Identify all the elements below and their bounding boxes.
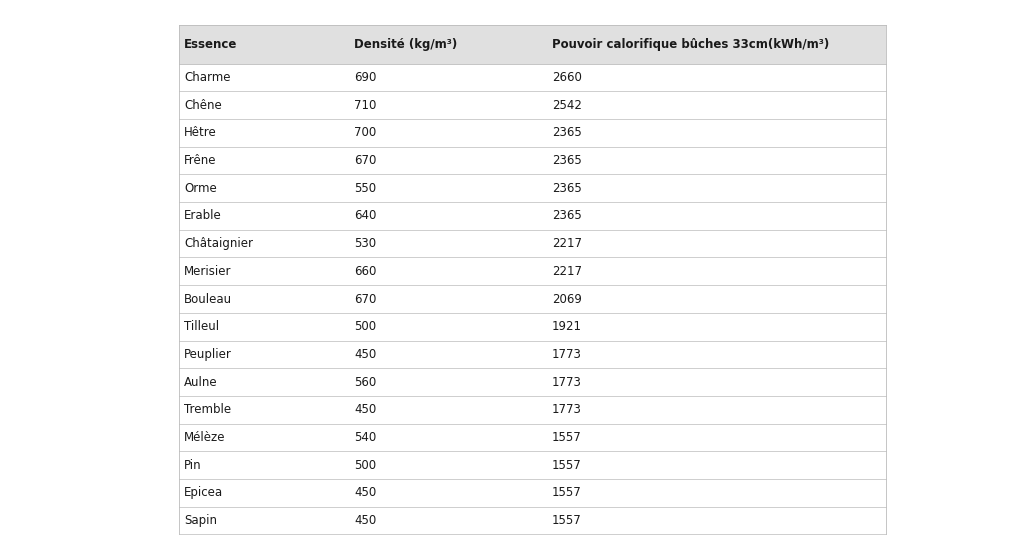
Text: Essence: Essence bbox=[184, 37, 238, 51]
Text: 560: 560 bbox=[354, 376, 376, 388]
Text: 2069: 2069 bbox=[552, 293, 582, 305]
Text: Orme: Orme bbox=[184, 182, 217, 195]
Text: 1557: 1557 bbox=[552, 487, 582, 499]
Bar bbox=[179, 285, 886, 313]
Text: 660: 660 bbox=[354, 265, 376, 278]
Text: 540: 540 bbox=[354, 431, 376, 444]
Text: Chêne: Chêne bbox=[184, 99, 222, 112]
Text: 2365: 2365 bbox=[552, 209, 582, 223]
Text: 2217: 2217 bbox=[552, 237, 582, 250]
Text: Charme: Charme bbox=[184, 71, 230, 84]
Text: 1921: 1921 bbox=[552, 320, 582, 333]
Text: 450: 450 bbox=[354, 514, 376, 527]
Text: Sapin: Sapin bbox=[184, 514, 217, 527]
Text: 1773: 1773 bbox=[552, 376, 582, 388]
Bar bbox=[179, 63, 886, 91]
Bar bbox=[179, 202, 886, 230]
Text: 2660: 2660 bbox=[552, 71, 582, 84]
Text: 530: 530 bbox=[354, 237, 376, 250]
Text: 690: 690 bbox=[354, 71, 376, 84]
Bar bbox=[179, 91, 886, 119]
Text: Bouleau: Bouleau bbox=[184, 293, 232, 305]
Text: Erable: Erable bbox=[184, 209, 222, 223]
Bar bbox=[179, 257, 886, 285]
Bar bbox=[179, 313, 886, 341]
Text: Frêne: Frêne bbox=[184, 154, 217, 167]
Text: 1557: 1557 bbox=[552, 514, 582, 527]
Text: 500: 500 bbox=[354, 459, 376, 472]
Text: 1773: 1773 bbox=[552, 403, 582, 417]
Text: Peuplier: Peuplier bbox=[184, 348, 232, 361]
Text: 450: 450 bbox=[354, 403, 376, 417]
Bar bbox=[179, 396, 886, 424]
Text: Châtaignier: Châtaignier bbox=[184, 237, 253, 250]
Bar bbox=[179, 424, 886, 451]
Bar bbox=[179, 368, 886, 396]
Bar bbox=[179, 174, 886, 202]
Bar bbox=[179, 341, 886, 368]
Text: Epicea: Epicea bbox=[184, 487, 223, 499]
Text: Merisier: Merisier bbox=[184, 265, 231, 278]
Text: 2365: 2365 bbox=[552, 182, 582, 195]
Text: 670: 670 bbox=[354, 154, 376, 167]
Bar bbox=[179, 230, 886, 257]
Text: Pin: Pin bbox=[184, 459, 202, 472]
Bar bbox=[179, 119, 886, 147]
Text: 2365: 2365 bbox=[552, 154, 582, 167]
Text: Tremble: Tremble bbox=[184, 403, 231, 417]
Text: 670: 670 bbox=[354, 293, 376, 305]
Text: Hêtre: Hêtre bbox=[184, 126, 217, 139]
Bar bbox=[179, 147, 886, 174]
Text: 2217: 2217 bbox=[552, 265, 582, 278]
Text: 550: 550 bbox=[354, 182, 376, 195]
Text: Pouvoir calorifique bûches 33cm(kWh/m³): Pouvoir calorifique bûches 33cm(kWh/m³) bbox=[552, 37, 829, 51]
Text: Aulne: Aulne bbox=[184, 376, 218, 388]
Text: 710: 710 bbox=[354, 99, 376, 112]
Bar bbox=[179, 479, 886, 507]
Text: 500: 500 bbox=[354, 320, 376, 333]
Text: 2542: 2542 bbox=[552, 99, 582, 112]
Bar bbox=[179, 507, 886, 534]
Text: 1773: 1773 bbox=[552, 348, 582, 361]
Text: 700: 700 bbox=[354, 126, 376, 139]
Text: Mélèze: Mélèze bbox=[184, 431, 226, 444]
Text: Densité (kg/m³): Densité (kg/m³) bbox=[354, 37, 457, 51]
Text: 1557: 1557 bbox=[552, 431, 582, 444]
Text: 450: 450 bbox=[354, 348, 376, 361]
Text: 450: 450 bbox=[354, 487, 376, 499]
Text: 2365: 2365 bbox=[552, 126, 582, 139]
Text: Tilleul: Tilleul bbox=[184, 320, 219, 333]
Bar bbox=[179, 451, 886, 479]
Text: 1557: 1557 bbox=[552, 459, 582, 472]
Text: 640: 640 bbox=[354, 209, 376, 223]
Bar bbox=[179, 25, 886, 63]
